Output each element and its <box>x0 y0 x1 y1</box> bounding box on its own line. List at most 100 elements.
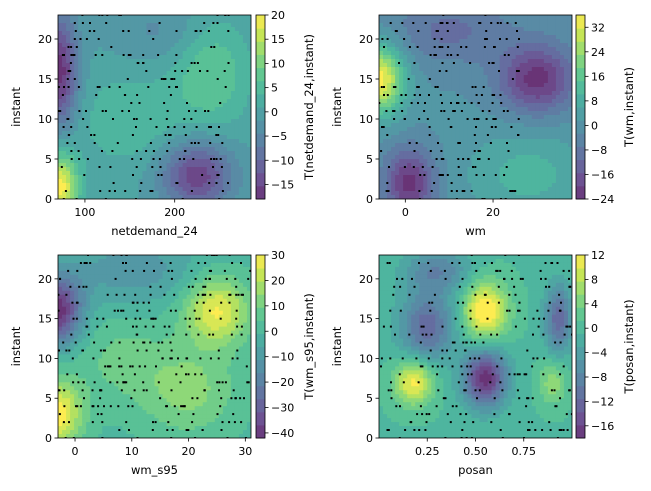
scatter-point <box>479 22 482 24</box>
y-tick-label: 20 <box>38 273 52 286</box>
scatter-point <box>169 134 172 136</box>
colorbar-tick-label: −16 <box>591 168 614 181</box>
scatter-point <box>496 22 499 24</box>
scatter-point <box>446 174 449 176</box>
scatter-point <box>240 293 243 296</box>
scatter-point <box>465 46 468 48</box>
scatter-point <box>440 174 443 176</box>
colorbar-tick-label: 32 <box>591 21 605 34</box>
scatter-point <box>143 341 146 344</box>
scatter-point <box>505 38 508 40</box>
scatter-point <box>108 190 111 192</box>
scatter-point <box>428 94 430 96</box>
scatter-point <box>455 190 458 192</box>
scatter-point <box>487 158 490 160</box>
scatter-point <box>118 365 121 368</box>
scatter-point <box>417 30 420 32</box>
scatter-point <box>104 198 107 199</box>
scatter-point <box>101 15 104 16</box>
scatter-point <box>556 437 559 438</box>
scatter-point <box>58 349 60 352</box>
scatter-point <box>142 381 145 384</box>
scatter-point <box>459 174 462 176</box>
scatter-point <box>447 118 450 120</box>
y-tick-label: 15 <box>359 313 373 326</box>
colorbar-tick-label: 10 <box>271 300 285 313</box>
x-tick-label: 200 <box>164 206 185 219</box>
scatter-point <box>390 397 393 400</box>
scatter-point <box>456 301 459 304</box>
scatter-point <box>496 269 499 272</box>
scatter-point <box>149 118 152 120</box>
scatter-point <box>129 365 132 368</box>
scatter-point <box>442 397 445 400</box>
scatter-point <box>110 46 113 48</box>
scatter-point <box>186 357 189 360</box>
scatter-point <box>506 22 509 24</box>
scatter-point <box>412 22 415 24</box>
x-axis-label: wm_s95 <box>131 463 178 477</box>
scatter-point <box>74 30 77 32</box>
scatter-point <box>217 357 220 360</box>
scatter-point <box>521 277 524 280</box>
scatter-point <box>442 158 445 160</box>
scatter-point <box>188 325 191 328</box>
scatter-point <box>210 158 213 160</box>
scatter-point <box>518 38 520 40</box>
scatter-point <box>88 30 91 32</box>
scatter-point <box>466 373 469 376</box>
scatter-point <box>425 333 428 336</box>
scatter-point <box>227 30 230 32</box>
scatter-point <box>497 285 500 288</box>
scatter-point <box>173 126 176 128</box>
scatter-point <box>207 110 210 112</box>
scatter-point <box>474 389 477 392</box>
scatter-point <box>438 46 441 48</box>
colorbar-tick-label: −8 <box>591 144 607 157</box>
scatter-point <box>500 198 502 199</box>
colorbar: −15 −10 −5 0 5 10 15 20 T(netdemand_24,instant) <box>255 9 316 200</box>
scatter-point <box>135 325 138 328</box>
scatter-point <box>558 293 561 296</box>
scatter-point <box>491 62 494 64</box>
scatter-point <box>202 293 205 296</box>
scatter-point <box>450 190 453 192</box>
scatter-point <box>105 22 108 24</box>
scatter-point <box>82 285 85 288</box>
colorbar-tick-label: 4 <box>591 298 598 311</box>
scatter-point <box>244 437 247 438</box>
scatter-point <box>461 190 464 192</box>
scatter-point <box>569 285 572 288</box>
scatter-point <box>466 118 469 120</box>
scatter-point <box>466 365 469 368</box>
scatter-point <box>460 437 463 438</box>
scatter-point <box>160 78 163 80</box>
scatter-point <box>185 429 188 431</box>
scatter-point <box>490 421 493 424</box>
contour-surface <box>58 255 251 438</box>
scatter-point <box>417 102 419 104</box>
scatter-point <box>514 22 517 24</box>
colorbar-tick-label: −30 <box>271 402 294 415</box>
scatter-point <box>483 262 486 264</box>
scatter-point <box>74 341 77 344</box>
scatter-point <box>494 174 497 176</box>
scatter-point <box>152 325 155 328</box>
scatter-point <box>86 126 89 128</box>
x-axis-label: posan <box>458 463 493 477</box>
scatter-point <box>445 70 448 72</box>
scatter-point <box>473 118 476 120</box>
scatter-point <box>457 158 460 160</box>
scatter-point <box>475 174 478 176</box>
scatter-point <box>387 190 390 192</box>
scatter-point <box>503 174 506 176</box>
scatter-point <box>231 262 234 264</box>
scatter-point <box>403 118 406 120</box>
scatter-point <box>219 102 222 104</box>
scatter-point <box>70 54 73 56</box>
scatter-point <box>149 341 152 344</box>
scatter-point <box>494 126 497 128</box>
scatter-point <box>100 413 103 416</box>
scatter-point <box>155 126 158 128</box>
scatter-point <box>413 429 416 431</box>
